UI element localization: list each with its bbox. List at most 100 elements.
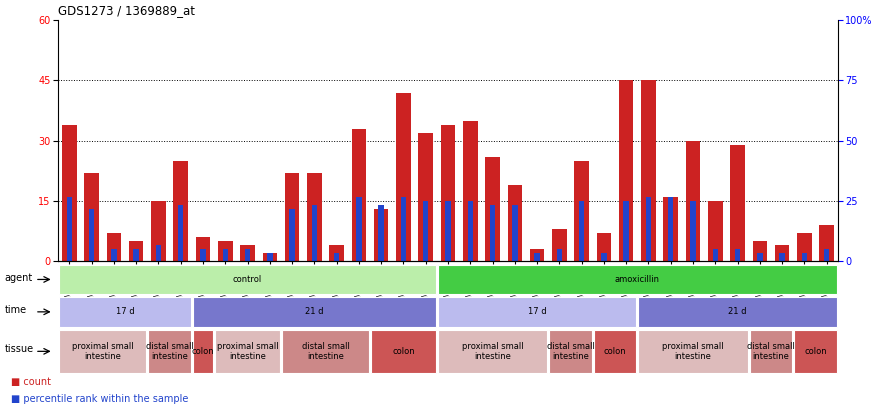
Bar xyxy=(66,197,72,261)
Bar xyxy=(646,197,651,261)
Bar xyxy=(775,245,789,261)
Bar xyxy=(129,241,143,261)
Bar xyxy=(245,249,250,261)
FancyBboxPatch shape xyxy=(371,330,436,373)
Bar xyxy=(267,253,272,261)
Bar xyxy=(441,125,455,261)
Bar xyxy=(374,209,389,261)
Bar xyxy=(619,81,633,261)
Text: distal small
intestine: distal small intestine xyxy=(302,342,349,361)
Bar xyxy=(685,141,701,261)
Bar xyxy=(156,245,161,261)
Text: proximal small
intestine: proximal small intestine xyxy=(72,342,134,361)
Bar xyxy=(556,249,562,261)
Bar xyxy=(802,253,807,261)
Bar xyxy=(423,201,428,261)
Bar xyxy=(263,253,277,261)
FancyBboxPatch shape xyxy=(59,330,146,373)
FancyBboxPatch shape xyxy=(193,297,436,327)
Bar xyxy=(418,133,433,261)
Bar xyxy=(312,205,317,261)
Text: colon: colon xyxy=(192,347,214,356)
Bar xyxy=(218,241,233,261)
Bar xyxy=(753,241,767,261)
Text: proximal small
intestine: proximal small intestine xyxy=(461,342,523,361)
Bar xyxy=(62,125,77,261)
Text: ■ percentile rank within the sample: ■ percentile rank within the sample xyxy=(11,394,188,404)
Bar xyxy=(579,201,584,261)
Bar xyxy=(534,253,539,261)
Text: distal small
intestine: distal small intestine xyxy=(146,342,194,361)
Bar xyxy=(330,245,344,261)
Bar xyxy=(507,185,522,261)
Bar xyxy=(530,249,545,261)
Bar xyxy=(552,229,566,261)
FancyBboxPatch shape xyxy=(148,330,191,373)
Text: 17 d: 17 d xyxy=(116,307,134,316)
FancyBboxPatch shape xyxy=(59,297,191,327)
Bar xyxy=(151,201,166,261)
Bar xyxy=(819,225,834,261)
Bar xyxy=(797,233,812,261)
Bar xyxy=(463,121,478,261)
Bar xyxy=(307,173,322,261)
Bar xyxy=(668,197,674,261)
Bar xyxy=(285,173,299,261)
Bar xyxy=(174,161,188,261)
Bar xyxy=(178,205,184,261)
FancyBboxPatch shape xyxy=(438,330,547,373)
Bar xyxy=(401,197,406,261)
FancyBboxPatch shape xyxy=(794,330,837,373)
Bar xyxy=(574,161,589,261)
Bar xyxy=(730,145,745,261)
FancyBboxPatch shape xyxy=(282,330,369,373)
Bar xyxy=(378,205,383,261)
Bar xyxy=(757,253,762,261)
FancyBboxPatch shape xyxy=(638,297,837,327)
Bar xyxy=(222,249,228,261)
Text: colon: colon xyxy=(392,347,415,356)
Text: ■ count: ■ count xyxy=(11,377,51,387)
Text: colon: colon xyxy=(604,347,626,356)
FancyBboxPatch shape xyxy=(594,330,636,373)
Bar xyxy=(240,245,254,261)
Text: control: control xyxy=(233,275,263,284)
Bar xyxy=(468,201,473,261)
Text: tissue: tissue xyxy=(4,344,34,354)
Text: distal small
intestine: distal small intestine xyxy=(747,342,795,361)
Text: proximal small
intestine: proximal small intestine xyxy=(662,342,724,361)
Bar xyxy=(351,129,366,261)
Text: proximal small
intestine: proximal small intestine xyxy=(217,342,279,361)
Bar xyxy=(289,209,295,261)
Bar xyxy=(107,233,121,261)
Bar xyxy=(134,249,139,261)
Text: GDS1273 / 1369889_at: GDS1273 / 1369889_at xyxy=(58,4,195,17)
FancyBboxPatch shape xyxy=(750,330,792,373)
Text: time: time xyxy=(4,305,27,315)
Bar xyxy=(513,205,518,261)
Bar xyxy=(334,253,340,261)
FancyBboxPatch shape xyxy=(215,330,280,373)
Bar xyxy=(201,249,206,261)
Bar xyxy=(690,201,695,261)
Text: 21 d: 21 d xyxy=(728,307,746,316)
Bar xyxy=(780,253,785,261)
Bar xyxy=(396,93,410,261)
FancyBboxPatch shape xyxy=(549,330,592,373)
Text: 21 d: 21 d xyxy=(306,307,323,316)
Text: amoxicillin: amoxicillin xyxy=(615,275,659,284)
Bar xyxy=(663,197,678,261)
Bar xyxy=(601,253,607,261)
Bar xyxy=(111,249,116,261)
Text: 17 d: 17 d xyxy=(528,307,547,316)
Bar xyxy=(597,233,611,261)
Bar xyxy=(89,209,94,261)
FancyBboxPatch shape xyxy=(193,330,213,373)
Bar xyxy=(84,173,99,261)
Bar xyxy=(195,237,211,261)
Bar xyxy=(357,197,362,261)
Bar xyxy=(624,201,629,261)
Bar xyxy=(824,249,830,261)
Bar xyxy=(642,81,656,261)
Text: agent: agent xyxy=(4,273,33,283)
